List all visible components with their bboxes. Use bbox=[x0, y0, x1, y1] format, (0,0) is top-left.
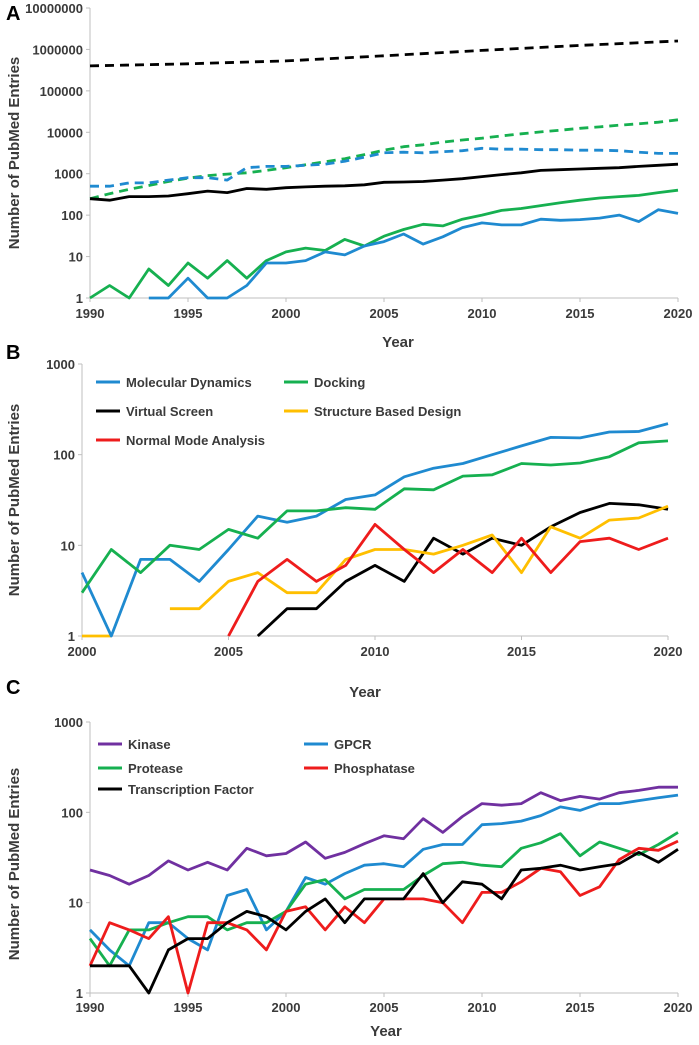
series-line-normal-mode-analysis bbox=[227, 523, 669, 637]
series-line-kinase bbox=[89, 785, 678, 886]
y-tick-label: 1000000 bbox=[32, 42, 83, 57]
series-line-total-dashed-black bbox=[89, 39, 679, 68]
x-tick-label: 2015 bbox=[566, 306, 595, 321]
x-tick-label: 2010 bbox=[361, 644, 390, 659]
y-tick-label: 1000 bbox=[46, 357, 75, 372]
panel-b-series bbox=[80, 422, 669, 638]
series-line-docking bbox=[80, 439, 669, 594]
series-line-molecular-dynamics bbox=[80, 422, 669, 638]
series-line-black-solid bbox=[89, 162, 679, 202]
series-line-green-dashed bbox=[89, 118, 679, 201]
panel-c: C 1 10 100 1000 1990 1995 2000 2005 2010 2015 2020… bbox=[6, 677, 692, 1040]
x-tick-label: 2015 bbox=[507, 644, 536, 659]
y-tick-label: 100 bbox=[53, 448, 75, 463]
series-line-structure-based-design bbox=[169, 504, 669, 611]
y-tick-label: 1 bbox=[76, 291, 83, 306]
panel-b-axes: 1 10 100 1000 2000 2005 2010 2015 2020 bbox=[46, 357, 682, 659]
y-tick-label: 1 bbox=[76, 986, 83, 1001]
series-line-protease bbox=[88, 831, 679, 968]
series-line-virtual-screen bbox=[256, 501, 669, 638]
x-tick-label: 1995 bbox=[174, 1000, 203, 1015]
y-tick-label: 100000 bbox=[40, 84, 83, 99]
x-tick-label: 2000 bbox=[272, 306, 301, 321]
x-tick-label: 2020 bbox=[664, 1000, 693, 1015]
panel-b-xlabel: Year bbox=[349, 684, 381, 701]
legend-label-docking: Docking bbox=[314, 375, 365, 390]
legend-label-transcription-factor: Transcription Factor bbox=[128, 782, 254, 797]
legend-label-normal-mode-analysis: Normal Mode Analysis bbox=[126, 433, 265, 448]
y-tick-label: 100 bbox=[61, 208, 83, 223]
series-line-transcription-factor bbox=[90, 848, 679, 995]
panel-c-xlabel: Year bbox=[370, 1023, 402, 1040]
x-tick-label: 2015 bbox=[566, 1000, 595, 1015]
y-tick-label: 10 bbox=[69, 896, 83, 911]
panel-a-series bbox=[89, 39, 679, 300]
x-tick-label: 2000 bbox=[272, 1000, 301, 1015]
panel-a-ylabel: Number of PubMed Entries bbox=[6, 57, 23, 250]
legend-label-structure-based-design: Structure Based Design bbox=[314, 404, 461, 419]
panel-c-ylabel: Number of PubMed Entries bbox=[6, 768, 23, 961]
series-line-green-solid bbox=[89, 188, 679, 300]
panel-a-axes: 1 10 100 1000 10000 100000 1000000 10000000 1990… bbox=[25, 1, 692, 321]
panel-c-letter: C bbox=[6, 677, 20, 699]
legend-label-virtual-screen: Virtual Screen bbox=[126, 404, 213, 419]
x-tick-label: 2005 bbox=[370, 306, 399, 321]
x-tick-label: 2010 bbox=[468, 1000, 497, 1015]
x-tick-label: 2020 bbox=[654, 644, 683, 659]
x-tick-label: 2000 bbox=[68, 644, 97, 659]
series-line-blue-solid bbox=[148, 208, 679, 300]
y-tick-label: 10 bbox=[69, 250, 83, 265]
y-tick-label: 10000 bbox=[47, 125, 83, 140]
x-tick-label: 1995 bbox=[174, 306, 203, 321]
legend-label-protease: Protease bbox=[128, 761, 183, 776]
panel-c-axes: 1 10 100 1000 1990 1995 2000 2005 2010 2015 2020 bbox=[54, 715, 692, 1015]
panel-b: B 1 10 100 1000 2000 2005 2010 2015 2020 Molecul… bbox=[6, 342, 682, 701]
panel-a-letter: A bbox=[6, 3, 20, 25]
y-tick-label: 10000000 bbox=[25, 1, 83, 16]
panel-b-ylabel: Number of PubMed Entries bbox=[6, 404, 23, 597]
series-line-gpcr bbox=[89, 793, 679, 968]
x-tick-label: 2020 bbox=[664, 306, 693, 321]
legend-label-kinase: Kinase bbox=[128, 737, 171, 752]
legend-label-gpcr: GPCR bbox=[334, 737, 372, 752]
x-tick-label: 2010 bbox=[468, 306, 497, 321]
x-tick-label: 1990 bbox=[76, 306, 105, 321]
x-tick-label: 2005 bbox=[214, 644, 243, 659]
y-tick-label: 1 bbox=[68, 629, 75, 644]
x-tick-label: 2005 bbox=[370, 1000, 399, 1015]
panel-b-letter: B bbox=[6, 342, 20, 364]
series-line-blue-dashed bbox=[90, 146, 678, 188]
x-tick-label: 1990 bbox=[76, 1000, 105, 1015]
panel-a-xlabel: Year bbox=[382, 334, 414, 351]
panel-c-legend: Kinase GPCR Protease Phosphatase Transcripti… bbox=[98, 737, 415, 797]
legend-label-phosphatase: Phosphatase bbox=[334, 761, 415, 776]
panel-a: A 1 10 100 1000 10000 100000 1000000 10000000 19… bbox=[6, 1, 692, 351]
y-tick-label: 1000 bbox=[54, 167, 83, 182]
legend-label-molecular-dynamics: Molecular Dynamics bbox=[126, 375, 252, 390]
y-tick-label: 1000 bbox=[54, 715, 83, 730]
y-tick-label: 100 bbox=[61, 805, 83, 820]
panel-c-series bbox=[88, 785, 679, 995]
y-tick-label: 10 bbox=[61, 538, 75, 553]
panel-b-legend: Molecular Dynamics Docking Virtual Screen S… bbox=[96, 375, 461, 448]
